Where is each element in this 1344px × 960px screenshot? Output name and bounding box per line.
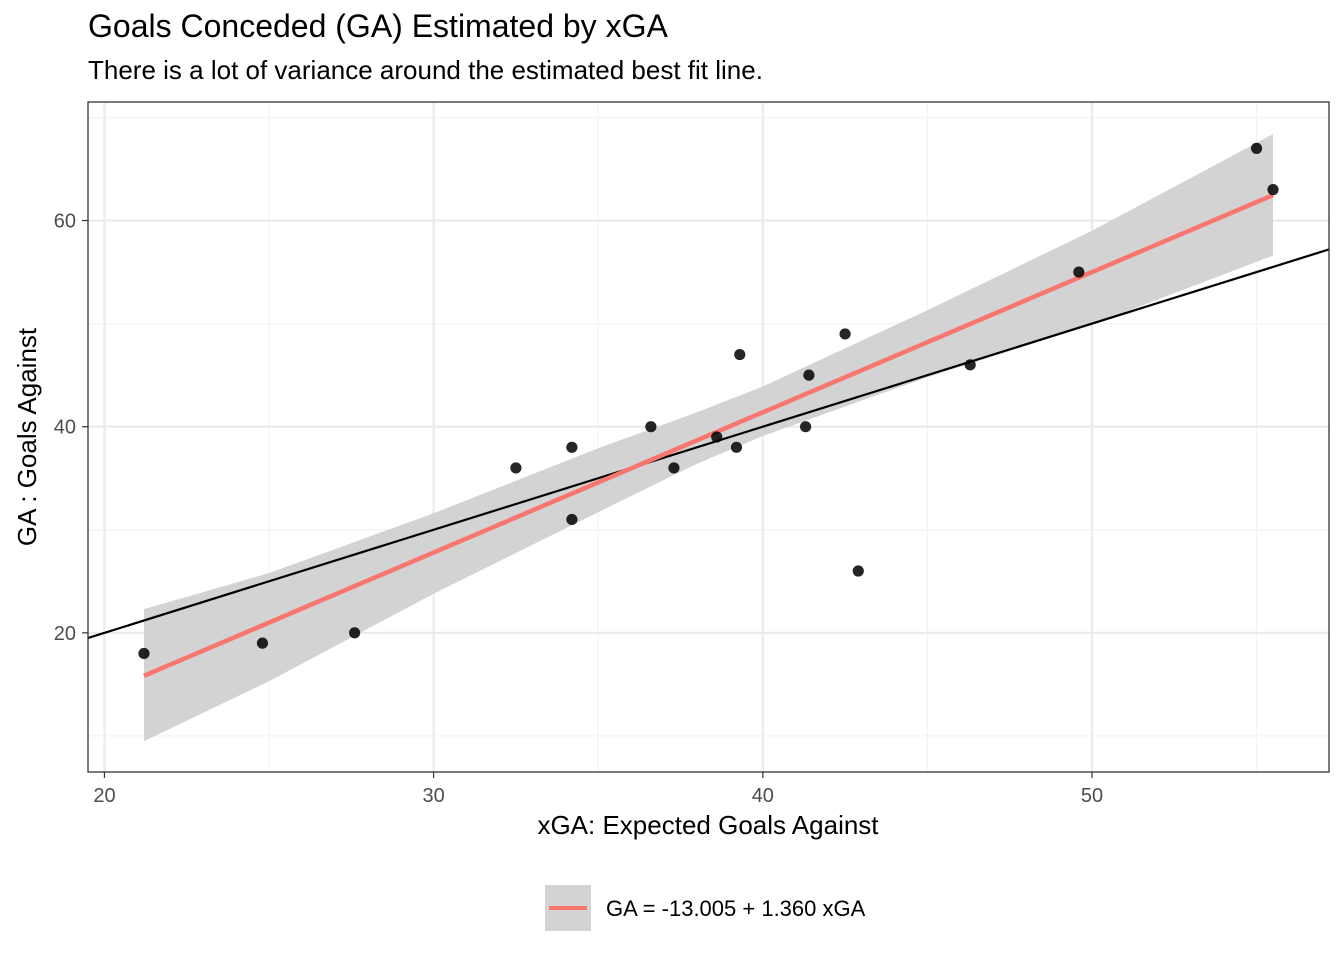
data-point xyxy=(668,462,680,474)
chart-subtitle: There is a lot of variance around the es… xyxy=(88,55,763,85)
legend: GA = -13.005 + 1.360 xGA xyxy=(545,885,866,931)
data-point xyxy=(566,441,578,453)
fit-line xyxy=(143,192,1274,678)
data-point xyxy=(1073,266,1085,278)
x-tick-label: 30 xyxy=(423,785,445,807)
plot-panel-border xyxy=(87,101,1330,773)
data-point xyxy=(349,627,361,639)
y-tick-label: 20 xyxy=(54,623,76,645)
data-point xyxy=(803,369,815,381)
data-point xyxy=(566,513,578,526)
x-tick-label: 40 xyxy=(752,785,774,807)
fit-line-layer xyxy=(143,192,1274,678)
y-axis-ticks: 20 40 60 xyxy=(54,211,88,645)
y-axis-title: GA : Goals Against xyxy=(12,327,42,546)
data-point xyxy=(645,421,657,433)
reference-line-layer xyxy=(88,248,1329,640)
data-point xyxy=(730,441,743,453)
data-point xyxy=(711,431,723,443)
data-point xyxy=(1267,184,1279,196)
x-tick-label: 50 xyxy=(1081,785,1103,807)
legend-label: GA = -13.005 + 1.360 xGA xyxy=(606,896,866,921)
data-point xyxy=(734,348,746,361)
data-point xyxy=(800,421,812,433)
data-point xyxy=(852,565,864,577)
data-point xyxy=(138,647,150,660)
reference-line xyxy=(88,248,1329,640)
minor-gridlines xyxy=(88,102,1329,772)
data-point xyxy=(256,637,269,649)
data-point xyxy=(510,462,522,474)
data-point xyxy=(964,359,976,371)
points-layer xyxy=(138,142,1279,660)
x-axis-ticks: 20 30 40 50 xyxy=(93,772,1103,807)
data-point xyxy=(839,328,851,340)
y-tick-label: 40 xyxy=(54,417,76,439)
y-tick-label: 60 xyxy=(54,211,76,233)
chart-title: Goals Conceded (GA) Estimated by xGA xyxy=(88,8,668,44)
x-tick-label: 20 xyxy=(93,785,115,807)
data-point xyxy=(1250,142,1263,154)
x-axis-title: xGA: Expected Goals Against xyxy=(537,810,879,840)
